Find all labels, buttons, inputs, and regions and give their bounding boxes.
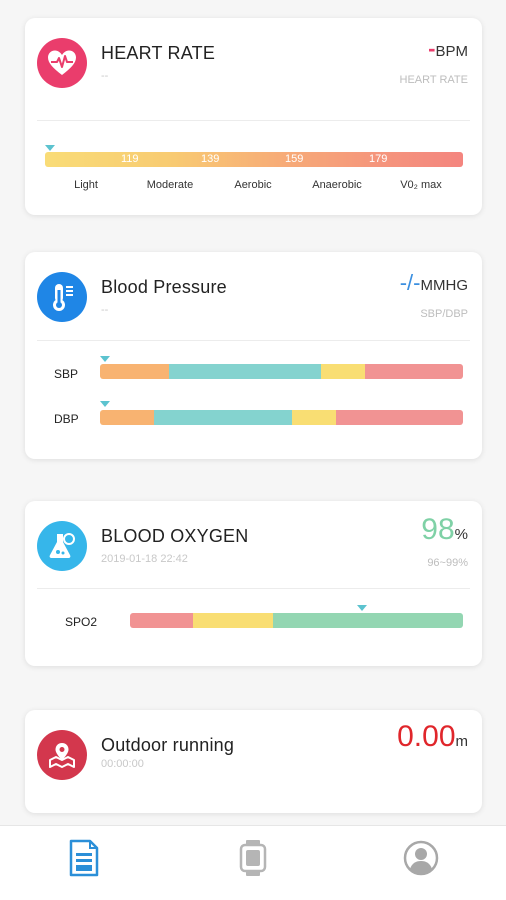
tick-139: 139 bbox=[201, 153, 220, 165]
heart-rate-number: - bbox=[428, 36, 436, 61]
blood-pressure-number: -/- bbox=[399, 270, 421, 295]
blood-oxygen-card[interactable]: BLOOD OXYGEN 2019-01-18 22:42 98% 96~99%… bbox=[25, 501, 482, 666]
sbp-label: SBP bbox=[54, 367, 79, 381]
zone-anaerobic: Anaerobic bbox=[312, 179, 362, 191]
tick-179: 179 bbox=[369, 153, 388, 165]
thermometer-icon bbox=[37, 272, 87, 322]
blood-oxygen-unit: % bbox=[454, 526, 468, 543]
outdoor-running-number: 0.00 bbox=[397, 720, 456, 753]
spo2-label: SPO2 bbox=[65, 615, 98, 629]
dbp-bar bbox=[100, 410, 463, 425]
sbp-bar bbox=[100, 364, 463, 379]
outdoor-running-title: Outdoor running bbox=[101, 735, 235, 755]
nav-report-tab[interactable] bbox=[66, 838, 102, 878]
dbp-marker bbox=[100, 401, 110, 407]
blood-oxygen-value: 98% bbox=[421, 513, 468, 547]
bottom-nav bbox=[0, 825, 506, 900]
heart-rate-title: HEART RATE bbox=[101, 43, 216, 63]
blood-pressure-subtitle: -- bbox=[101, 304, 109, 316]
blood-pressure-card[interactable]: Blood Pressure -- -/-MMHG SBP/DBP SBP DB… bbox=[25, 252, 482, 459]
profile-icon bbox=[403, 840, 439, 876]
outdoor-running-value: 0.00m bbox=[397, 720, 468, 754]
divider bbox=[37, 340, 470, 341]
blood-pressure-title: Blood Pressure bbox=[101, 277, 227, 297]
blood-pressure-value-label: SBP/DBP bbox=[420, 308, 468, 320]
dbp-label: DBP bbox=[54, 412, 79, 426]
nav-device-tab[interactable] bbox=[235, 838, 271, 878]
heart-rate-unit: BPM bbox=[435, 43, 468, 60]
blood-pressure-value: -/-MMHG bbox=[400, 270, 468, 296]
flask-icon bbox=[37, 521, 87, 571]
divider bbox=[37, 588, 470, 589]
tick-119: 119 bbox=[121, 153, 139, 165]
blood-oxygen-number: 98 bbox=[421, 513, 455, 546]
spo2-bar bbox=[130, 613, 463, 628]
outdoor-running-unit: m bbox=[455, 733, 469, 750]
tick-159: 159 bbox=[285, 153, 304, 165]
report-icon bbox=[69, 839, 99, 877]
outdoor-running-card[interactable]: Outdoor running 00:00:00 0.00m bbox=[25, 710, 482, 813]
heart-rate-subtitle: -- bbox=[101, 70, 109, 82]
blood-oxygen-subtitle: 2019-01-18 22:42 bbox=[101, 553, 188, 565]
nav-profile-tab[interactable] bbox=[403, 838, 439, 878]
heart-rate-zone-bar bbox=[45, 152, 463, 167]
sbp-marker bbox=[100, 356, 110, 362]
blood-oxygen-value-label: 96~99% bbox=[427, 557, 468, 569]
outdoor-running-subtitle: 00:00:00 bbox=[101, 758, 144, 770]
zone-light: Light bbox=[74, 179, 98, 191]
heart-rate-value-label: HEART RATE bbox=[399, 74, 468, 86]
heart-rate-marker bbox=[45, 145, 55, 151]
watch-icon bbox=[239, 840, 267, 876]
heart-pulse-icon bbox=[37, 38, 87, 88]
heart-rate-value: -BPM bbox=[428, 36, 468, 62]
blood-oxygen-title: BLOOD OXYGEN bbox=[101, 526, 249, 546]
zone-aerobic: Aerobic bbox=[234, 179, 272, 191]
blood-pressure-unit: MMHG bbox=[420, 277, 469, 294]
spo2-marker bbox=[357, 605, 367, 611]
zone-vo2max: V0₂ max bbox=[400, 179, 442, 191]
divider bbox=[37, 120, 470, 121]
map-pin-icon bbox=[37, 730, 87, 780]
heart-rate-card[interactable]: HEART RATE -- -BPM HEART RATE 119 139 15… bbox=[25, 18, 482, 215]
zone-moderate: Moderate bbox=[146, 179, 194, 191]
